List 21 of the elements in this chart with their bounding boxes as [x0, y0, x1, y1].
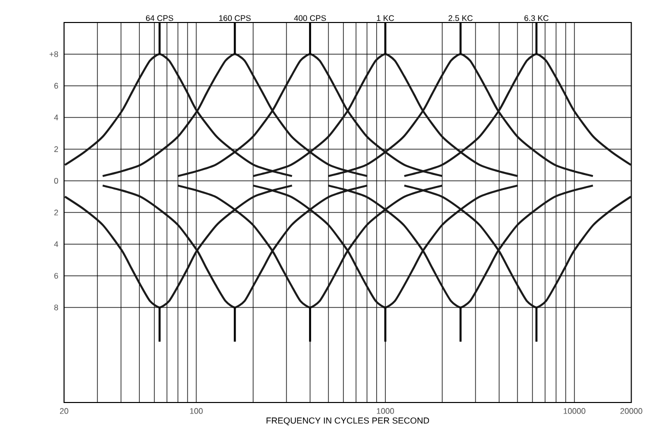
x-axis-title: FREQUENCY IN CYCLES PER SECOND	[266, 417, 430, 426]
y-tick-label: 6	[54, 272, 58, 279]
ref-line-label: 1 KC	[376, 15, 394, 21]
x-tick-label: 20	[60, 408, 68, 414]
ref-line-label: 160 CPS	[219, 15, 251, 21]
ref-line-label: 400 CPS	[294, 15, 326, 21]
x-tick-label: 10000	[564, 408, 586, 414]
y-tick-label: +8	[50, 51, 58, 57]
ref-line-label: 6.3 KC	[524, 15, 549, 21]
y-tick-label: 4	[54, 241, 58, 247]
y-tick-label: 6	[54, 82, 58, 89]
y-tick-label: 8	[54, 304, 58, 310]
x-tick-label: 20000	[620, 408, 642, 414]
y-tick-label: 2	[54, 146, 58, 152]
ref-line-label: 64 CPS	[146, 15, 174, 21]
ref-line-label: 2.5 KC	[448, 15, 473, 21]
x-tick-label: 1000	[376, 408, 394, 414]
y-tick-label: 0	[54, 178, 58, 184]
y-tick-label: 4	[54, 114, 58, 120]
y-tick-label: 2	[54, 210, 58, 216]
x-tick-label: 100	[190, 408, 203, 414]
